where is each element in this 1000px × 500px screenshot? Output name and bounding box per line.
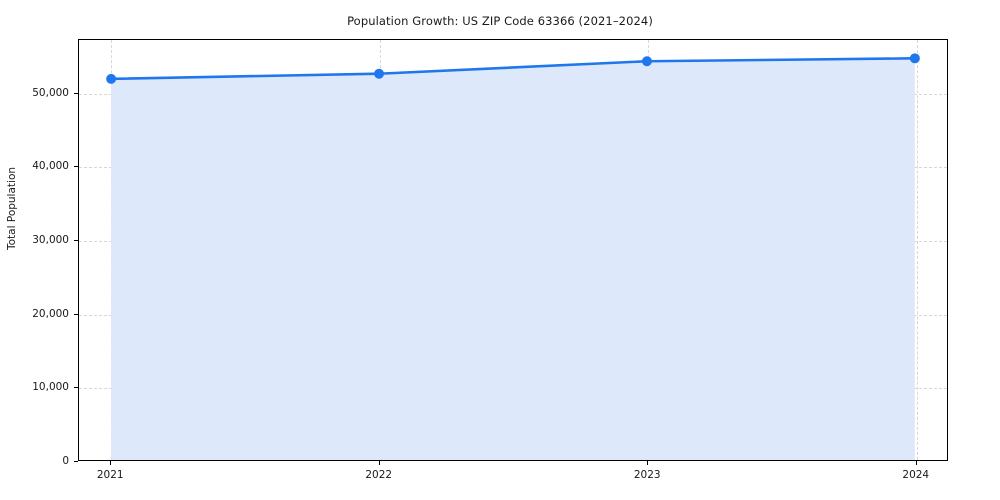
line-path [109, 57, 917, 81]
plot-area [78, 39, 948, 461]
population-line-series [106, 53, 920, 460]
x-axis-tick-label: 2021 [96, 469, 124, 481]
x-axis-tick-label: 2023 [633, 469, 661, 481]
data-point-marker [641, 56, 652, 67]
area-fill [111, 58, 915, 460]
y-axis-tick-mark [74, 92, 78, 94]
y-axis-tick-mark [74, 387, 78, 389]
y-axis-tick-label: 30,000 [32, 234, 69, 247]
data-point-markers [106, 53, 920, 84]
y-axis-tick-label: 40,000 [32, 160, 69, 173]
data-point-marker [374, 68, 385, 79]
x-axis-tick-label: 2022 [365, 469, 393, 481]
y-axis-tick-mark [74, 240, 78, 242]
data-point-marker [106, 73, 117, 84]
chart-title: Population Growth: US ZIP Code 63366 (20… [347, 14, 653, 28]
x-axis-tick-label: 2024 [902, 469, 930, 481]
x-axis-tick-mark [378, 461, 380, 465]
y-axis-tick-label: 20,000 [32, 307, 69, 320]
y-axis-tick-mark [74, 461, 78, 462]
x-axis-tick-mark [110, 461, 112, 465]
y-axis-tick-label: 10,000 [32, 381, 69, 394]
y-axis-tick-mark [74, 166, 78, 168]
y-axis-tick-mark [74, 313, 78, 315]
y-axis-tick-label: 50,000 [32, 86, 69, 99]
y-axis-tick-label: 0 [62, 455, 69, 467]
x-axis-tick-mark [647, 461, 649, 465]
data-point-marker [909, 53, 920, 64]
grid-line-vertical [916, 40, 918, 460]
x-axis-tick-mark [915, 461, 917, 465]
